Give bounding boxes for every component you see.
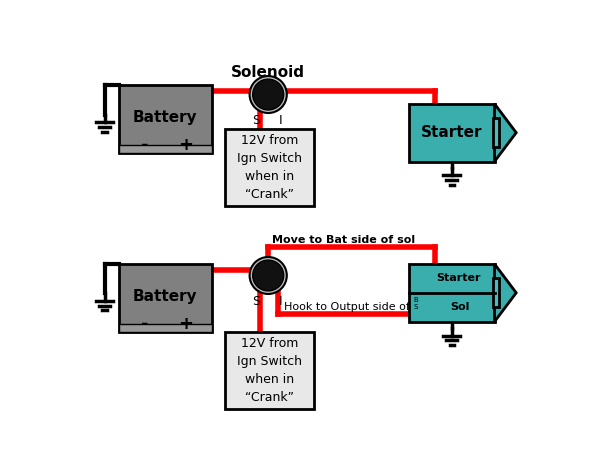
Circle shape (253, 260, 284, 291)
Polygon shape (494, 264, 516, 322)
Bar (225, 129, 314, 206)
Text: I: I (279, 114, 282, 127)
Text: -: - (141, 136, 148, 154)
Text: Battery: Battery (133, 110, 198, 125)
Text: Sol: Sol (451, 302, 470, 311)
Text: Move to Bat side of sol: Move to Bat side of sol (272, 235, 415, 245)
Bar (493, 118, 499, 147)
Text: Battery: Battery (133, 289, 198, 304)
Text: 12V from
Ign Switch
when in
“Crank”: 12V from Ign Switch when in “Crank” (237, 337, 302, 403)
Text: B: B (413, 297, 418, 303)
Text: I: I (279, 295, 282, 308)
Bar (409, 264, 494, 322)
Text: S: S (413, 304, 418, 310)
Bar (119, 145, 212, 153)
Text: S: S (252, 295, 260, 308)
Text: Solenoid: Solenoid (231, 65, 305, 80)
Bar (225, 332, 314, 409)
Bar (119, 85, 212, 153)
Text: 12V from
Ign Switch
when in
“Crank”: 12V from Ign Switch when in “Crank” (237, 134, 302, 201)
Circle shape (250, 257, 287, 294)
Text: +: + (178, 136, 193, 154)
Bar (409, 104, 494, 162)
Text: S: S (252, 114, 260, 127)
Text: +: + (178, 315, 193, 333)
Text: Starter: Starter (437, 273, 481, 283)
Bar (493, 278, 499, 307)
Bar (119, 324, 212, 332)
Circle shape (250, 76, 287, 113)
Text: Starter: Starter (421, 125, 483, 140)
Polygon shape (494, 104, 516, 162)
Text: -: - (141, 315, 148, 333)
Bar (119, 264, 212, 332)
Text: Hook to Output side of sol: Hook to Output side of sol (284, 302, 429, 311)
Circle shape (253, 79, 284, 110)
